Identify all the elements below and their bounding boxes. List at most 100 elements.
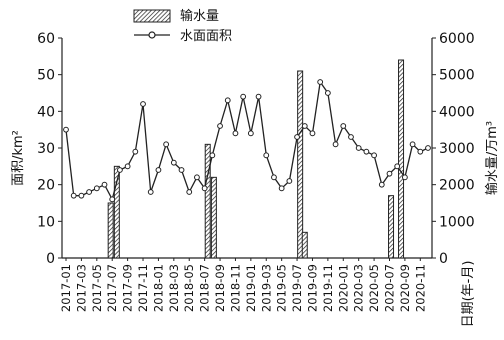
water-area-point: [394, 163, 401, 170]
water-area-point: [378, 181, 385, 188]
water-area-point: [124, 163, 131, 170]
x-tick-label: 2020-09: [398, 264, 412, 312]
y-right-tick-label: 6000: [439, 31, 475, 47]
x-tick-label: 2020-07: [382, 264, 396, 312]
water-area-point: [401, 174, 408, 181]
water-area-point: [417, 148, 424, 155]
water-area-point: [109, 196, 116, 203]
x-tick-label: 2017-09: [121, 264, 135, 312]
y-left-tick-label: 50: [37, 68, 55, 84]
x-tick-label: 2020-01: [336, 264, 350, 312]
water-area-point: [86, 189, 93, 195]
y-right-axis-label: 输水量/万m³: [484, 121, 500, 195]
water-area-point: [332, 141, 339, 148]
water-area-point: [286, 178, 293, 184]
x-tick-label: 2017-05: [90, 264, 104, 312]
y-left-tick-label: 20: [37, 178, 55, 194]
water-area-point: [309, 130, 316, 137]
x-tick-label: 2018-07: [198, 264, 212, 312]
y-right-tick-label: 5000: [439, 68, 475, 84]
y-right-tick-label: 2000: [439, 178, 475, 194]
x-tick-label: 2019-07: [290, 264, 304, 312]
water-area-point: [425, 145, 431, 151]
x-tick-label: 2018-01: [151, 264, 165, 312]
water-area-point: [147, 189, 154, 195]
x-tick-label: 2019-11: [321, 264, 335, 312]
y-left-tick-label: 60: [37, 31, 55, 47]
water-area-point: [294, 134, 300, 140]
water-area-point: [186, 189, 193, 195]
x-tick-label: 2019-09: [305, 264, 319, 312]
x-tick-label: 2017-11: [136, 264, 150, 312]
x-axis-label: 日期(年-月): [461, 261, 476, 328]
water-area-point: [78, 192, 85, 199]
y-right-tick-label: 1000: [439, 214, 475, 230]
water-area-point: [340, 123, 347, 129]
water-area-point: [355, 145, 362, 151]
water-area-point: [224, 97, 231, 104]
water-area-point: [409, 141, 416, 148]
x-tick-label: 2018-03: [167, 264, 181, 312]
x-tick-label: 2019-03: [259, 264, 273, 312]
x-tick-label: 2019-01: [244, 264, 258, 312]
plot-area: 0 10 20 30 40 50 60 0 1000 2000 3000 4000 5000 6000 20…: [37, 31, 474, 312]
x-tick-label: 2017-07: [105, 264, 119, 312]
water-area-point: [271, 174, 277, 181]
water-area-point: [117, 167, 123, 173]
water-area-point: [201, 185, 208, 192]
water-transfer-bar: [297, 70, 304, 259]
y-left-axis-label: 面积/km²: [11, 130, 26, 186]
legend-line-marker: [148, 31, 156, 39]
water-area-point: [371, 152, 377, 159]
water-transfer-bar: [301, 231, 308, 259]
y-right-tick-label: 0: [439, 251, 448, 267]
water-area-point: [63, 126, 69, 133]
water-area-point: [263, 152, 270, 159]
x-tick-label: 2019-05: [275, 264, 289, 312]
water-area-point: [170, 159, 177, 166]
water-area-point: [217, 123, 223, 129]
water-area-point: [209, 152, 216, 159]
y-left-tick-label: 10: [37, 214, 55, 230]
x-tick-label: 2020-03: [352, 264, 366, 312]
x-tick-label: 2020-05: [367, 264, 381, 312]
y-left-tick-label: 40: [37, 104, 55, 120]
water-area-point: [140, 101, 146, 107]
x-tick-label: 2017-01: [59, 264, 73, 312]
water-area-point: [178, 167, 185, 173]
water-area-point: [317, 79, 324, 85]
water-area-point: [101, 181, 108, 188]
water-area-point: [363, 148, 370, 155]
y-right-tick-label: 3000: [439, 141, 475, 157]
water-area-point: [278, 185, 285, 192]
water-area-line: [65, 80, 429, 202]
water-area-point: [70, 192, 77, 199]
water-area-point: [232, 130, 239, 137]
x-tick-label: 2018-05: [182, 264, 196, 312]
water-transfer-bar: [113, 165, 120, 259]
water-area-point: [132, 148, 139, 155]
water-area-point: [163, 141, 170, 148]
water-area-point: [155, 167, 162, 173]
legend-bar-swatch: [133, 9, 171, 23]
water-transfer-bar: [204, 143, 211, 259]
water-area-point: [240, 93, 247, 100]
water-transfer-bar: [210, 176, 217, 259]
water-area-point: [255, 93, 262, 100]
water-area-point: [386, 170, 393, 177]
water-transfer-bar: [107, 202, 114, 259]
x-tick-label: 2017-03: [74, 264, 88, 312]
y-right-tick-label: 4000: [439, 104, 475, 120]
water-area-point: [324, 90, 331, 96]
water-transfer-bar: [398, 59, 405, 259]
water-area-point: [247, 130, 254, 137]
legend-line-label: 水面面积: [180, 29, 232, 44]
x-tick-label: 2018-09: [213, 264, 227, 312]
y-left-tick-label: 30: [37, 141, 55, 157]
water-transfer-bar: [388, 195, 395, 259]
water-area-point: [93, 185, 100, 192]
water-area-point: [348, 134, 354, 140]
water-area-point: [301, 123, 308, 129]
